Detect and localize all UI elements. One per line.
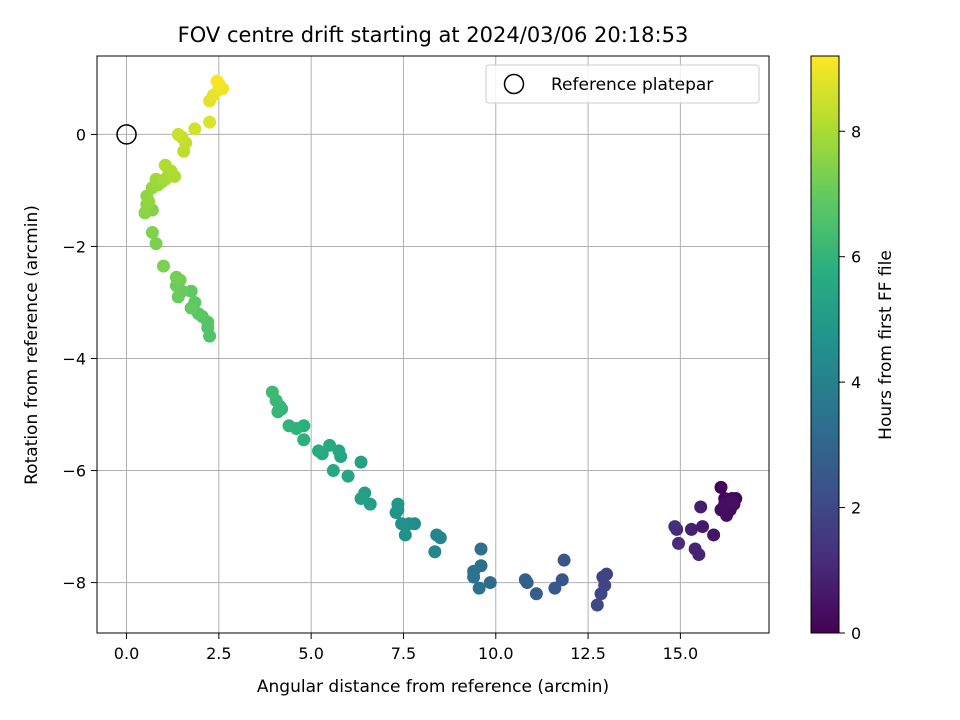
data-point xyxy=(398,528,412,542)
colorbar: 0 2 4 6 8 Hours from first FF file xyxy=(810,55,896,643)
data-point xyxy=(171,290,185,304)
reference-marker xyxy=(116,124,137,145)
legend-box xyxy=(485,64,760,104)
colorbar-label: Hours from first FF file xyxy=(876,250,896,440)
data-point xyxy=(694,500,708,514)
data-point xyxy=(548,581,562,595)
data-point xyxy=(707,528,721,542)
colorbar-tick-label: 0 xyxy=(851,624,861,643)
y-tick-label: −8 xyxy=(62,574,86,593)
data-point xyxy=(210,74,224,88)
data-point xyxy=(467,570,481,584)
data-point xyxy=(297,433,311,447)
colorbar-tick-label: 8 xyxy=(851,122,861,141)
colorbar-ticks: 0 2 4 6 8 xyxy=(839,122,861,643)
data-point xyxy=(156,259,170,273)
y-tick-label: −2 xyxy=(62,237,86,256)
legend-entry-reference: Reference platepar xyxy=(551,75,713,95)
x-tick-label: 7.5 xyxy=(391,644,416,663)
data-point xyxy=(520,576,534,590)
data-point xyxy=(428,545,442,559)
x-axis-label: Angular distance from reference (arcmin) xyxy=(257,677,609,697)
data-point xyxy=(184,284,198,298)
data-point xyxy=(391,497,405,511)
data-point xyxy=(472,581,486,595)
reference-marker-layer xyxy=(116,124,137,145)
x-tick-label: 0.0 xyxy=(114,644,139,663)
grid-lines xyxy=(97,56,769,633)
data-point xyxy=(395,517,409,531)
data-point xyxy=(590,598,604,612)
data-point xyxy=(323,438,337,452)
x-tick-label: 10.0 xyxy=(478,644,514,663)
data-point xyxy=(265,385,279,399)
data-point xyxy=(594,587,608,601)
data-point xyxy=(326,464,340,478)
data-point xyxy=(142,195,156,209)
data-point xyxy=(312,444,326,458)
legend-marker xyxy=(503,73,525,95)
data-point xyxy=(169,270,183,284)
x-tick-label: 5.0 xyxy=(298,644,323,663)
y-tick-label: 0 xyxy=(76,125,86,144)
data-point xyxy=(696,520,710,534)
data-point xyxy=(149,237,163,251)
data-point xyxy=(145,225,159,239)
legend: Reference platepar xyxy=(485,64,760,104)
data-point xyxy=(529,587,543,601)
data-point xyxy=(149,172,163,186)
data-point xyxy=(483,576,497,590)
data-point xyxy=(668,520,682,534)
data-point xyxy=(341,469,355,483)
y-ticks: 0 −2 −4 −6 −8 xyxy=(62,125,97,593)
x-tick-label: 2.5 xyxy=(206,644,231,663)
colorbar-gradient xyxy=(810,55,840,634)
data-point xyxy=(203,115,217,129)
data-point xyxy=(555,573,569,587)
data-point xyxy=(158,158,172,172)
data-point xyxy=(184,301,198,315)
y-tick-label: −4 xyxy=(62,350,86,369)
chart-title: FOV centre drift starting at 2024/03/06 … xyxy=(178,23,689,47)
data-point xyxy=(684,522,698,536)
data-point xyxy=(282,419,296,433)
y-axis-label: Rotation from reference (arcmin) xyxy=(22,205,42,485)
y-tick-label: −6 xyxy=(62,462,86,481)
x-tick-label: 12.5 xyxy=(570,644,606,663)
data-point xyxy=(557,553,571,567)
x-ticks: 0.0 2.5 5.0 7.5 10.0 12.5 15.0 xyxy=(114,633,698,663)
colorbar-tick-label: 2 xyxy=(851,499,861,518)
data-points xyxy=(138,74,743,612)
data-point xyxy=(171,127,185,141)
data-point xyxy=(354,492,368,506)
data-point xyxy=(188,122,202,136)
data-point xyxy=(354,455,368,469)
plot-frame xyxy=(96,55,770,634)
data-point xyxy=(672,536,686,550)
data-point xyxy=(725,494,739,508)
colorbar-tick-label: 6 xyxy=(851,248,861,267)
data-point xyxy=(714,480,728,494)
data-point xyxy=(692,548,706,562)
x-tick-label: 15.0 xyxy=(663,644,699,663)
data-point xyxy=(430,528,444,542)
data-point xyxy=(138,206,152,220)
data-point xyxy=(474,542,488,556)
colorbar-tick-label: 4 xyxy=(851,373,861,392)
